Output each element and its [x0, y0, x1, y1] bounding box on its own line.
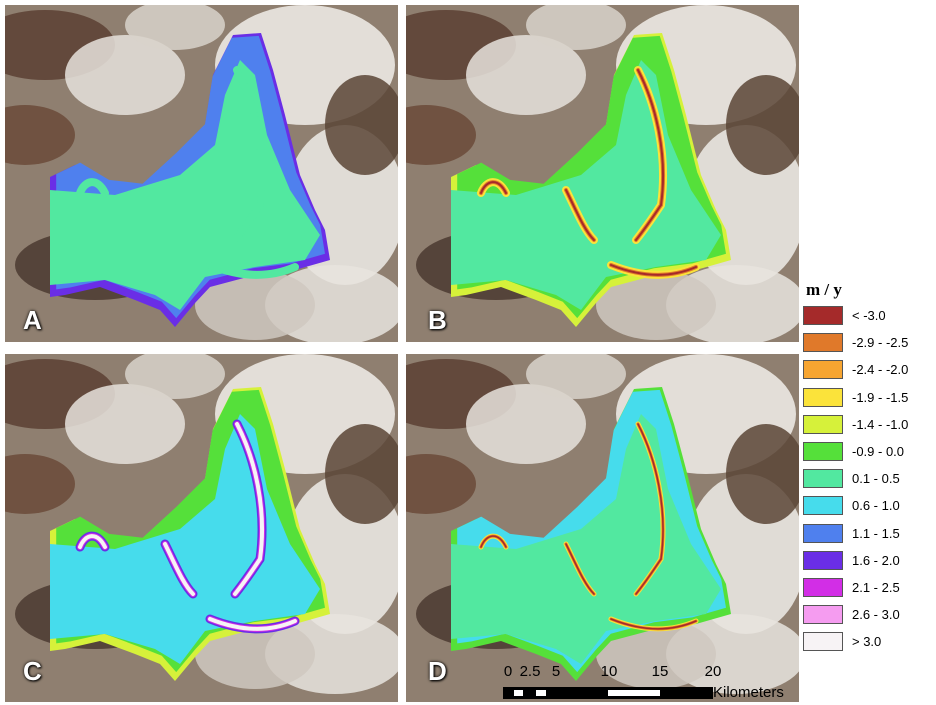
legend-item: -1.9 - -1.5 [803, 384, 933, 411]
legend-item: -2.4 - -2.0 [803, 356, 933, 383]
map-panel-c: C [5, 354, 398, 702]
legend-label: -1.9 - -1.5 [852, 389, 909, 405]
scale-tick-label: 20 [704, 663, 722, 680]
panel-label-d: D [428, 656, 447, 686]
map-panel-b-svg [406, 5, 799, 342]
legend-label: > 3.0 [852, 634, 882, 650]
map-panel-d-svg [406, 354, 799, 702]
scale-units: Kilometers [713, 684, 784, 701]
legend-label: 2.1 - 2.5 [852, 579, 900, 595]
legend-item: > 3.0 [803, 628, 933, 655]
legend-label: -2.4 - -2.0 [852, 362, 909, 378]
legend-item: -0.9 - 0.0 [803, 438, 933, 465]
map-panel-c-svg [5, 354, 398, 702]
legend-label: < -3.0 [852, 308, 886, 324]
legend-label: 2.6 - 3.0 [852, 607, 900, 623]
map-panel-d: D [406, 354, 799, 702]
scale-tick-label: 10 [600, 663, 618, 680]
legend-label: -0.9 - 0.0 [852, 444, 905, 460]
legend-swatch [803, 442, 843, 462]
legend-item: -2.9 - -2.5 [803, 329, 933, 356]
legend: m / y < -3.0 -2.9 - -2.5 -2.4 - -2.0 -1.9 -… [803, 280, 933, 655]
map-panel-a: A [5, 5, 398, 342]
legend-item: 0.6 - 1.0 [803, 492, 933, 519]
scale-bar-graphic [503, 687, 713, 699]
legend-swatch [803, 469, 843, 489]
legend-label: 0.6 - 1.0 [852, 498, 900, 514]
scale-tick-label: 5 [551, 663, 561, 680]
legend-title: m / y [806, 280, 842, 299]
scale-tick-label: 0 [503, 663, 513, 680]
legend-item: -1.4 - -1.0 [803, 411, 933, 438]
legend-item: 1.6 - 2.0 [803, 547, 933, 574]
legend-item: 2.6 - 3.0 [803, 601, 933, 628]
legend-label: -1.4 - -1.0 [852, 416, 909, 432]
legend-item: < -3.0 [803, 302, 933, 329]
legend-swatch [803, 360, 843, 380]
legend-rows: < -3.0 -2.9 - -2.5 -2.4 - -2.0 -1.9 - -1.5 -… [803, 302, 933, 655]
scale-tick-label: 15 [651, 663, 669, 680]
legend-swatch [803, 333, 843, 353]
legend-swatch [803, 550, 843, 570]
legend-swatch [803, 496, 843, 516]
legend-swatch [803, 605, 843, 625]
legend-item: 1.1 - 1.5 [803, 520, 933, 547]
panel-label-a: A [23, 305, 42, 335]
legend-swatch [803, 414, 843, 434]
legend-item: 0.1 - 0.5 [803, 465, 933, 492]
legend-item: 2.1 - 2.5 [803, 574, 933, 601]
legend-label: 1.1 - 1.5 [852, 525, 900, 541]
map-panel-b: B [406, 5, 799, 342]
scale-tick-label: 2.5 [519, 663, 541, 680]
legend-swatch [803, 523, 843, 543]
legend-swatch [803, 632, 843, 652]
legend-label: -2.9 - -2.5 [852, 335, 909, 351]
legend-swatch [803, 387, 843, 407]
legend-swatch [803, 577, 843, 597]
scale-bar: 0 2.5 5 10 15 20 Kilometers [500, 663, 830, 705]
legend-swatch [803, 306, 843, 326]
panel-label-c: C [23, 656, 42, 686]
legend-label: 1.6 - 2.0 [852, 552, 900, 568]
panel-label-b: B [428, 305, 447, 335]
map-panel-a-svg [5, 5, 398, 342]
legend-label: 0.1 - 0.5 [852, 471, 900, 487]
